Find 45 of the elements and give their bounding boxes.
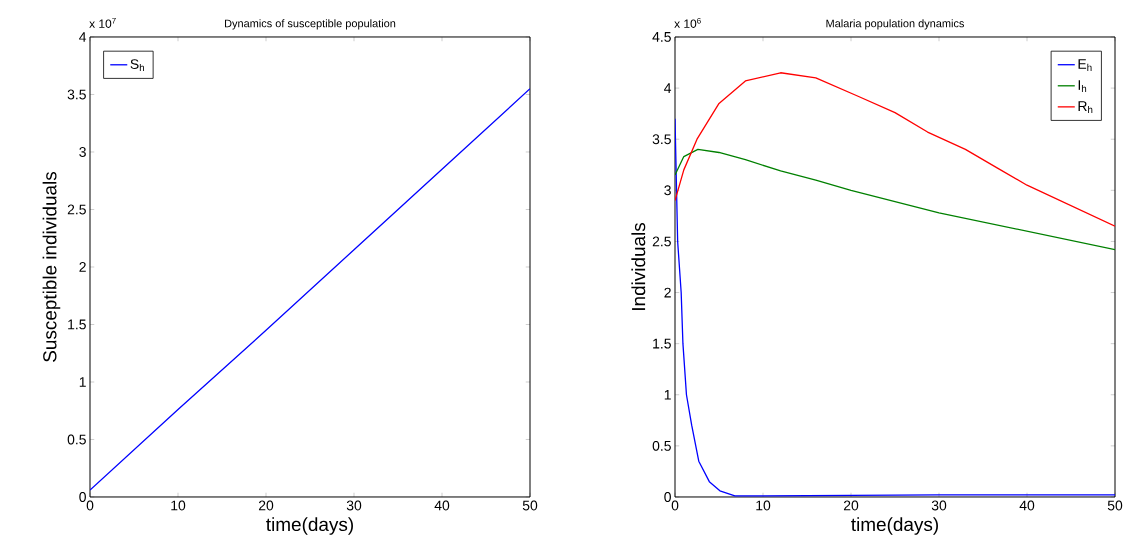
- y-axis-title: Susceptible individuals: [42, 171, 61, 362]
- x-tick-label: 30: [346, 500, 362, 511]
- x-tick-label: 50: [522, 500, 538, 511]
- x-tick-label: 30: [931, 500, 947, 511]
- x-tick-label: 10: [756, 500, 771, 511]
- x-tick-label: 0: [86, 500, 94, 511]
- x-tick-label: 20: [258, 500, 274, 511]
- text: x 10$^{6}$: [674, 17, 701, 28]
- legend-label: I$_{h}$: [1078, 80, 1087, 92]
- y-tick-label: 2.5: [67, 204, 86, 215]
- y-tick-label: 0: [79, 492, 86, 502]
- chart-title: Malaria population dynamics: [826, 19, 965, 30]
- line-series: [90, 88, 531, 491]
- y-axis-title: Individuals: [631, 222, 646, 310]
- y-tick-label: 2.5: [652, 236, 671, 247]
- legend-label: S$_{h}$: [130, 59, 144, 72]
- y-tick-label: 0.5: [67, 434, 86, 445]
- y-tick-label: 1: [79, 377, 86, 387]
- chart-title: Dynamics of susceptible population: [225, 19, 396, 30]
- y-tick-label: 1: [664, 389, 671, 400]
- x-tick-label: 40: [1019, 500, 1035, 511]
- y-tick-label: 0: [664, 492, 671, 502]
- y-tick-label: 2: [79, 262, 86, 272]
- y-tick-label: 4: [79, 32, 87, 42]
- y-tick-label: 3.5: [67, 89, 86, 100]
- x-tick-label: 20: [843, 500, 859, 511]
- line-series: [675, 118, 1116, 497]
- y-tick-label: 1.5: [68, 319, 86, 330]
- legend-label: R$_{h}$: [1078, 101, 1093, 114]
- y-tick-label: 4: [664, 83, 672, 93]
- x-axis-title: time(days): [851, 517, 938, 535]
- y-tick-label: 1.5: [653, 338, 671, 349]
- x-axis-title: time(days): [266, 517, 353, 535]
- x-tick-label: 0: [671, 500, 679, 511]
- y-tick-label: 3.5: [652, 134, 671, 145]
- legend-label: E$_{h}$: [1078, 59, 1092, 71]
- y-tick-label: 3: [664, 185, 671, 196]
- text: x 10$^{7}$: [89, 18, 116, 28]
- y-tick-label: 0.5: [652, 440, 671, 451]
- x-tick-label: 10: [171, 500, 186, 511]
- x-tick-label: 50: [1107, 500, 1123, 511]
- y-tick-label: 4.5: [652, 32, 671, 42]
- x-tick-label: 40: [434, 500, 450, 511]
- y-tick-label: 2: [664, 287, 671, 298]
- y-tick-label: 3: [79, 147, 86, 157]
